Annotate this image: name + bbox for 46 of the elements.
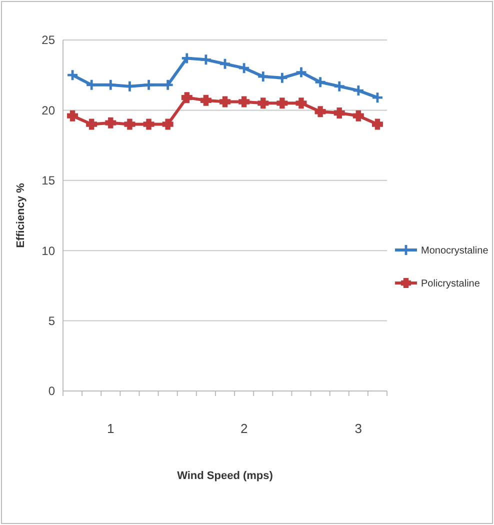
point xyxy=(86,118,98,130)
legend-label: Policrystaline xyxy=(421,278,480,290)
point xyxy=(162,118,174,130)
point xyxy=(314,106,326,118)
point xyxy=(200,54,211,65)
point xyxy=(258,72,268,82)
point xyxy=(220,58,230,69)
point xyxy=(352,110,364,122)
point xyxy=(276,98,288,109)
point xyxy=(144,80,154,90)
point xyxy=(124,118,136,130)
point xyxy=(181,92,192,104)
point xyxy=(277,72,288,83)
x-axis-title: Wind Speed (mps) xyxy=(177,470,274,482)
point xyxy=(143,118,154,130)
point xyxy=(353,86,364,96)
point xyxy=(86,80,97,90)
point xyxy=(372,92,382,103)
x-tick-label: 2 xyxy=(240,421,248,436)
point xyxy=(106,80,116,90)
point xyxy=(162,80,173,90)
point xyxy=(68,70,78,80)
point xyxy=(182,53,192,64)
y-tick-label: 10 xyxy=(42,244,56,258)
point xyxy=(296,67,306,78)
x-tick-label: 3 xyxy=(354,421,362,436)
point xyxy=(334,108,345,119)
y-tick-label: 20 xyxy=(42,103,56,118)
point xyxy=(372,118,383,130)
point xyxy=(315,77,326,88)
y-tick-label: 0 xyxy=(48,384,56,398)
point xyxy=(220,96,230,108)
legend-label: Monocrystaline xyxy=(421,246,489,256)
point xyxy=(296,98,307,109)
point xyxy=(334,81,344,92)
y-tick-label: 5 xyxy=(48,314,56,328)
point xyxy=(258,98,269,109)
point xyxy=(105,117,116,128)
point xyxy=(200,94,212,106)
y-axis-title: Efficiency % xyxy=(15,182,27,248)
y-tick-label: 15 xyxy=(42,174,56,188)
point xyxy=(238,96,250,108)
y-tick-label: 25 xyxy=(42,33,56,48)
point xyxy=(239,63,250,74)
point xyxy=(67,110,78,122)
x-tick-label: 1 xyxy=(107,421,114,436)
